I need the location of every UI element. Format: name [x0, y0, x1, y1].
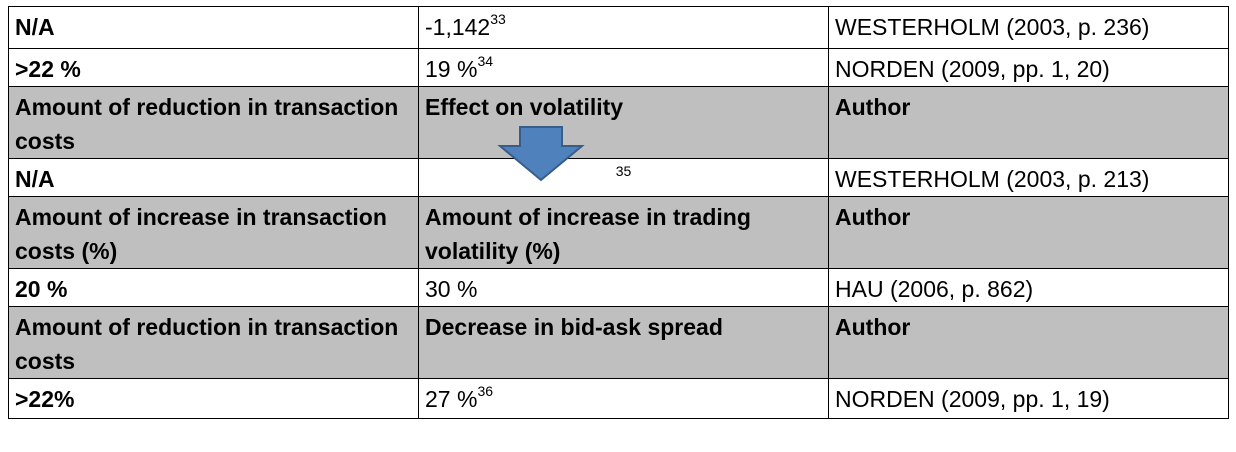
- table-cell: Decrease in bid-ask spread: [418, 306, 829, 379]
- table-cell: >22 %: [8, 48, 419, 87]
- table-cell: Amount of reduction in transaction costs: [8, 306, 419, 379]
- table-cell: Author: [828, 196, 1229, 269]
- cell-text: Amount of increase in trading volatility…: [425, 204, 751, 264]
- cell-text: NORDEN (2009, pp. 1, 20): [835, 56, 1110, 82]
- table-cell: 30 %: [418, 268, 829, 307]
- table-cell: N/A: [8, 6, 419, 49]
- table-cell: 19 %34: [418, 48, 829, 87]
- table-row: N/A -1,14233 WESTERHOLM (2003, p. 236): [8, 6, 1229, 49]
- table-cell: 27 %36: [418, 378, 829, 419]
- table-cell: HAU (2006, p. 862): [828, 268, 1229, 307]
- table-cell: WESTERHOLM (2003, p. 236): [828, 6, 1229, 49]
- cell-text: Effect on volatility: [425, 94, 624, 120]
- cell-text: Amount of increase in transaction costs …: [15, 204, 387, 264]
- cell-text: 27 %: [425, 386, 478, 412]
- footnote-ref: 33: [490, 11, 506, 27]
- cell-text: WESTERHOLM (2003, p. 213): [835, 166, 1150, 192]
- cell-text: 30 %: [425, 276, 478, 302]
- cell-text: WESTERHOLM (2003, p. 236): [835, 14, 1150, 40]
- table-row: N/A 35 WESTERHOLM (2003, p. 213): [8, 158, 1229, 197]
- cell-text: Amount of reduction in transaction costs: [15, 314, 399, 374]
- table-cell: N/A: [8, 158, 419, 197]
- cell-text: Decrease in bid-ask spread: [425, 314, 723, 340]
- table-cell: Amount of increase in transaction costs …: [8, 196, 419, 269]
- table-cell: -1,14233: [418, 6, 829, 49]
- table-cell: >22%: [8, 378, 419, 419]
- table-cell: 20 %: [8, 268, 419, 307]
- cell-text: Author: [835, 94, 911, 120]
- cell-text: >22%: [15, 386, 75, 412]
- table-cell: NORDEN (2009, pp. 1, 20): [828, 48, 1229, 87]
- cell-text: Author: [835, 204, 911, 230]
- table-row: Amount of reduction in transaction costs…: [8, 306, 1229, 379]
- cell-text: -1,142: [425, 14, 491, 40]
- table-row: >22% 27 %36 NORDEN (2009, pp. 1, 19): [8, 378, 1229, 419]
- cell-text: N/A: [15, 166, 55, 192]
- table-cell: 35: [418, 158, 829, 197]
- cell-text: Amount of reduction in transaction costs: [15, 94, 399, 154]
- table-cell: Effect on volatility: [418, 86, 829, 159]
- cell-text: 19 %: [425, 56, 478, 82]
- reference-table: N/A -1,14233 WESTERHOLM (2003, p. 236) >22 …: [8, 6, 1229, 419]
- table-row: Amount of increase in transaction costs …: [8, 196, 1229, 269]
- footnote-ref: 34: [477, 53, 494, 69]
- table-cell: NORDEN (2009, pp. 1, 19): [828, 378, 1229, 419]
- table-row: Amount of reduction in transaction costs…: [8, 86, 1229, 159]
- cell-text: HAU (2006, p. 862): [835, 276, 1034, 302]
- table-cell: Author: [828, 86, 1229, 159]
- cell-text: Author: [835, 314, 911, 340]
- table-cell: WESTERHOLM (2003, p. 213): [828, 158, 1229, 197]
- table-cell: Amount of reduction in transaction costs: [8, 86, 419, 159]
- footnote-ref: 35: [615, 163, 632, 179]
- table-cell: Amount of increase in trading volatility…: [418, 196, 829, 269]
- table-cell: Author: [828, 306, 1229, 379]
- table-row: >22 % 19 %34 NORDEN (2009, pp. 1, 20): [8, 48, 1229, 87]
- table-row: 20 % 30 % HAU (2006, p. 862): [8, 268, 1229, 307]
- footnote-ref: 36: [477, 383, 494, 399]
- cell-text: N/A: [15, 14, 55, 40]
- sup-wrap: 35: [425, 162, 822, 196]
- cell-text: 20 %: [15, 276, 68, 302]
- cell-text: >22 %: [15, 56, 81, 82]
- cell-text: NORDEN (2009, pp. 1, 19): [835, 386, 1110, 412]
